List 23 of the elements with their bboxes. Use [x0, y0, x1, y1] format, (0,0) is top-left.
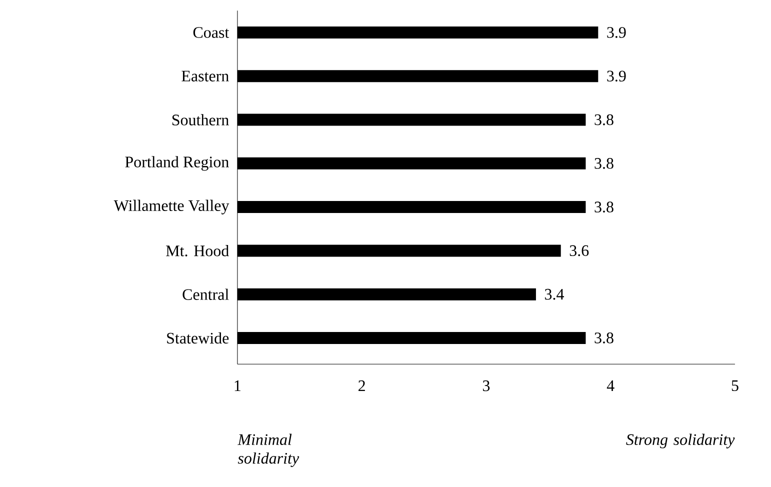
x-tick-label: 2	[358, 380, 365, 392]
x-tick-label: 5	[732, 380, 738, 392]
data-label: 3.8	[594, 158, 614, 169]
data-label: 3.9	[607, 70, 626, 82]
data-label: 3.4	[545, 288, 564, 300]
y-tick-label: Eastern	[182, 70, 229, 82]
y-tick-label: Portland Region	[125, 156, 229, 171]
data-label: 3.8	[594, 332, 614, 344]
y-tick-label: Coast	[193, 27, 230, 38]
y-tick-label: Statewide	[167, 332, 229, 344]
y-tick-label: Southern	[172, 114, 229, 126]
data-label: 3.9	[607, 27, 626, 38]
y-tick-label: Willamette Valley	[114, 200, 230, 214]
data-label: 3.8	[594, 114, 614, 126]
text: Minimal solidarity	[238, 434, 300, 468]
x-tick-label: 3	[482, 380, 490, 392]
data-label: 3.6	[570, 245, 589, 256]
y-tick-label: Mt. Hood	[166, 245, 229, 256]
y-tick-label: Central	[182, 288, 229, 300]
x-tick-label: 1	[234, 380, 240, 392]
data-label: 3.8	[594, 202, 614, 213]
text: Strong solidarity	[626, 434, 735, 448]
x-tick-label: 4	[606, 380, 614, 392]
